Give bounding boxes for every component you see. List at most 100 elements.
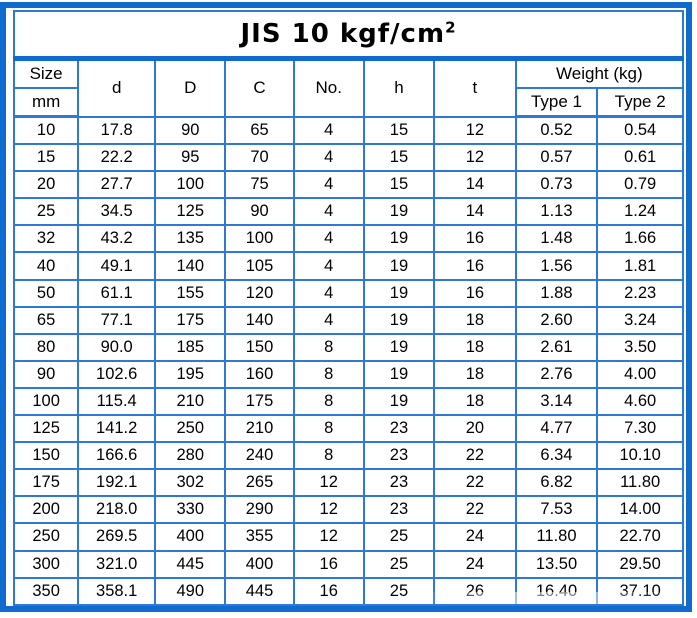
cell-C: 400 [224, 549, 295, 579]
table-row: 20 27.7 100 75 4 15 14 0.73 0.79 [12, 170, 684, 200]
col-header-weight-type1: Type 1 [514, 87, 599, 118]
table-row: 50 61.1 155 120 4 19 16 1.88 2.23 [12, 278, 684, 308]
cell-C: 240 [224, 441, 295, 471]
cell-t: 12 [433, 115, 517, 146]
table-row: 40 49.1 140 105 4 19 16 1.56 1.81 [12, 251, 684, 281]
cell-t: 18 [433, 305, 517, 335]
cell-no: 4 [292, 115, 365, 146]
cell-d: 34.5 [77, 197, 157, 227]
cell-d: 115.4 [77, 386, 157, 417]
cell-size: 10 [12, 115, 80, 146]
table-row: 32 43.2 135 100 4 19 16 1.48 1.66 [12, 224, 684, 254]
cell-no: 8 [292, 332, 365, 362]
cell-h: 19 [362, 305, 436, 335]
page-title: JIS 10 kgf/cm2 [13, 10, 684, 61]
col-header-t: t [433, 57, 517, 118]
cell-h: 23 [362, 441, 436, 471]
cell-h: 19 [362, 386, 436, 417]
cell-size: 15 [12, 143, 80, 173]
table-row: 65 77.1 175 140 4 19 18 2.60 3.24 [12, 305, 684, 335]
cell-D: 155 [154, 278, 227, 308]
cell-weight-type2: 7.30 [596, 414, 684, 444]
cell-t: 18 [433, 386, 517, 417]
cell-D: 302 [154, 468, 227, 498]
cell-C: 65 [224, 115, 295, 146]
cell-t: 26 [433, 576, 517, 606]
table-row: 125 141.2 250 210 8 23 20 4.77 7.30 [12, 414, 684, 444]
cell-size: 100 [12, 386, 80, 417]
cell-weight-type1: 1.48 [514, 224, 599, 254]
table-row: 80 90.0 185 150 8 19 18 2.61 3.50 [12, 332, 684, 362]
jis-flange-table: JIS 10 kgf/cm2 Size d D C No. h t Weight… [12, 10, 685, 606]
cell-d: 27.7 [77, 170, 157, 200]
cell-no: 4 [292, 251, 365, 281]
cell-d: 358.1 [77, 576, 157, 606]
cell-D: 135 [154, 224, 227, 254]
cell-t: 22 [433, 495, 517, 525]
table-row: 175 192.1 302 265 12 23 22 6.82 11.80 [12, 468, 684, 498]
cell-weight-type2: 11.80 [596, 468, 684, 498]
cell-weight-type2: 0.79 [596, 170, 684, 200]
cell-no: 4 [292, 224, 365, 254]
cell-no: 4 [292, 143, 365, 173]
cell-weight-type2: 37.10 [596, 576, 684, 606]
cell-h: 23 [362, 468, 436, 498]
cell-size: 175 [12, 468, 80, 498]
col-header-C: C [224, 57, 295, 118]
cell-no: 4 [292, 305, 365, 335]
cell-d: 102.6 [77, 359, 157, 389]
cell-h: 15 [362, 115, 436, 146]
cell-h: 19 [362, 224, 436, 254]
cell-size: 40 [12, 251, 80, 281]
table-row: 15 22.2 95 70 4 15 12 0.57 0.61 [12, 143, 684, 173]
cell-D: 90 [154, 115, 227, 146]
cell-weight-type1: 13.50 [514, 549, 599, 579]
col-header-weight: Weight (kg) [514, 57, 685, 89]
cell-d: 321.0 [77, 549, 157, 579]
table-row: 350 358.1 490 445 16 25 26 16.40 37.10 [12, 576, 684, 606]
header-row-2: mm Type 1 Type 2 [12, 87, 684, 118]
cell-no: 4 [292, 197, 365, 227]
cell-size: 125 [12, 414, 80, 444]
cell-C: 175 [224, 386, 295, 417]
cell-weight-type1: 0.52 [514, 115, 599, 146]
cell-C: 210 [224, 414, 295, 444]
cell-d: 166.6 [77, 441, 157, 471]
cell-weight-type1: 1.13 [514, 197, 599, 227]
cell-d: 22.2 [77, 143, 157, 173]
cell-size: 50 [12, 278, 80, 308]
cell-h: 19 [362, 359, 436, 389]
cell-weight-type2: 4.00 [596, 359, 684, 389]
cell-C: 140 [224, 305, 295, 335]
cell-no: 8 [292, 359, 365, 389]
cell-weight-type1: 0.57 [514, 143, 599, 173]
cell-D: 125 [154, 197, 227, 227]
cell-h: 19 [362, 332, 436, 362]
cell-C: 445 [224, 576, 295, 606]
cell-t: 14 [433, 170, 517, 200]
cell-h: 15 [362, 143, 436, 173]
cell-d: 49.1 [77, 251, 157, 281]
cell-weight-type2: 14.00 [596, 495, 684, 525]
table-body: 10 17.8 90 65 4 15 12 0.52 0.54 15 22.2 95 70 4 15 12 0.… [12, 115, 684, 606]
col-header-no: No. [292, 57, 365, 118]
cell-D: 140 [154, 251, 227, 281]
cell-C: 100 [224, 224, 295, 254]
cell-weight-type1: 2.61 [514, 332, 599, 362]
cell-D: 490 [154, 576, 227, 606]
cell-weight-type2: 1.81 [596, 251, 684, 281]
cell-size: 350 [12, 576, 80, 606]
cell-size: 65 [12, 305, 80, 335]
cell-t: 16 [433, 251, 517, 281]
cell-h: 25 [362, 576, 436, 606]
table-row: 150 166.6 280 240 8 23 22 6.34 10.10 [12, 441, 684, 471]
col-header-d: d [77, 57, 157, 118]
cell-h: 25 [362, 522, 436, 552]
cell-d: 218.0 [77, 495, 157, 525]
cell-weight-type1: 4.77 [514, 414, 599, 444]
title-text: JIS 10 kgf/cm [240, 19, 446, 49]
cell-C: 150 [224, 332, 295, 362]
cell-D: 330 [154, 495, 227, 525]
cell-no: 4 [292, 278, 365, 308]
cell-h: 19 [362, 251, 436, 281]
